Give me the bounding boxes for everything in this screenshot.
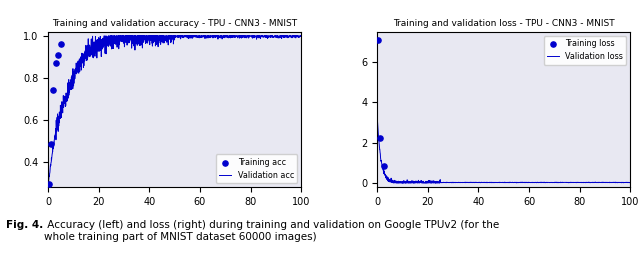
Validation acc	[290, 34, 298, 37]
Validation acc	[44, 183, 52, 186]
Text: Fig. 4. Accuracy (left) and loss (right) during training and validation on Googl: Fig. 4. Accuracy (left) and loss (right)…	[6, 220, 493, 242]
Legend: Training acc, Validation acc: Training acc, Validation acc	[216, 154, 297, 183]
Validation acc	[161, 34, 168, 37]
Training acc	[45, 142, 56, 146]
Validation loss	[573, 181, 580, 184]
Validation loss	[374, 119, 381, 122]
Training loss	[373, 38, 383, 42]
Text: Accuracy (left) and loss (right) during training and validation on Google TPUv2 : Accuracy (left) and loss (right) during …	[44, 220, 499, 242]
Validation acc	[58, 108, 65, 112]
Training acc	[56, 42, 66, 46]
Validation acc	[168, 40, 175, 44]
Title: Training and validation accuracy - TPU - CNN3 - MNIST: Training and validation accuracy - TPU -…	[52, 19, 297, 29]
Title: Training and validation loss - TPU - CNN3 - MNIST: Training and validation loss - TPU - CNN…	[393, 19, 614, 29]
Training loss	[374, 135, 385, 140]
Text: Fig. 4.: Fig. 4.	[6, 220, 44, 230]
Line: Validation acc: Validation acc	[48, 36, 301, 185]
Validation loss	[497, 181, 504, 184]
Validation loss	[627, 181, 634, 184]
Validation acc	[290, 35, 298, 38]
Training acc	[48, 88, 58, 92]
Training loss	[378, 164, 388, 168]
Training acc	[51, 61, 61, 66]
Validation loss	[620, 181, 627, 184]
Validation acc	[298, 34, 305, 37]
Validation loss	[490, 181, 498, 184]
Training acc	[44, 182, 54, 186]
Training acc	[53, 53, 63, 57]
Validation acc	[100, 34, 108, 37]
Validation acc	[244, 35, 252, 38]
Validation loss	[387, 179, 394, 182]
Legend: Training loss, Validation loss: Training loss, Validation loss	[543, 36, 627, 65]
Validation loss	[390, 181, 397, 184]
Validation loss	[620, 181, 627, 184]
Line: Validation loss: Validation loss	[378, 121, 630, 183]
